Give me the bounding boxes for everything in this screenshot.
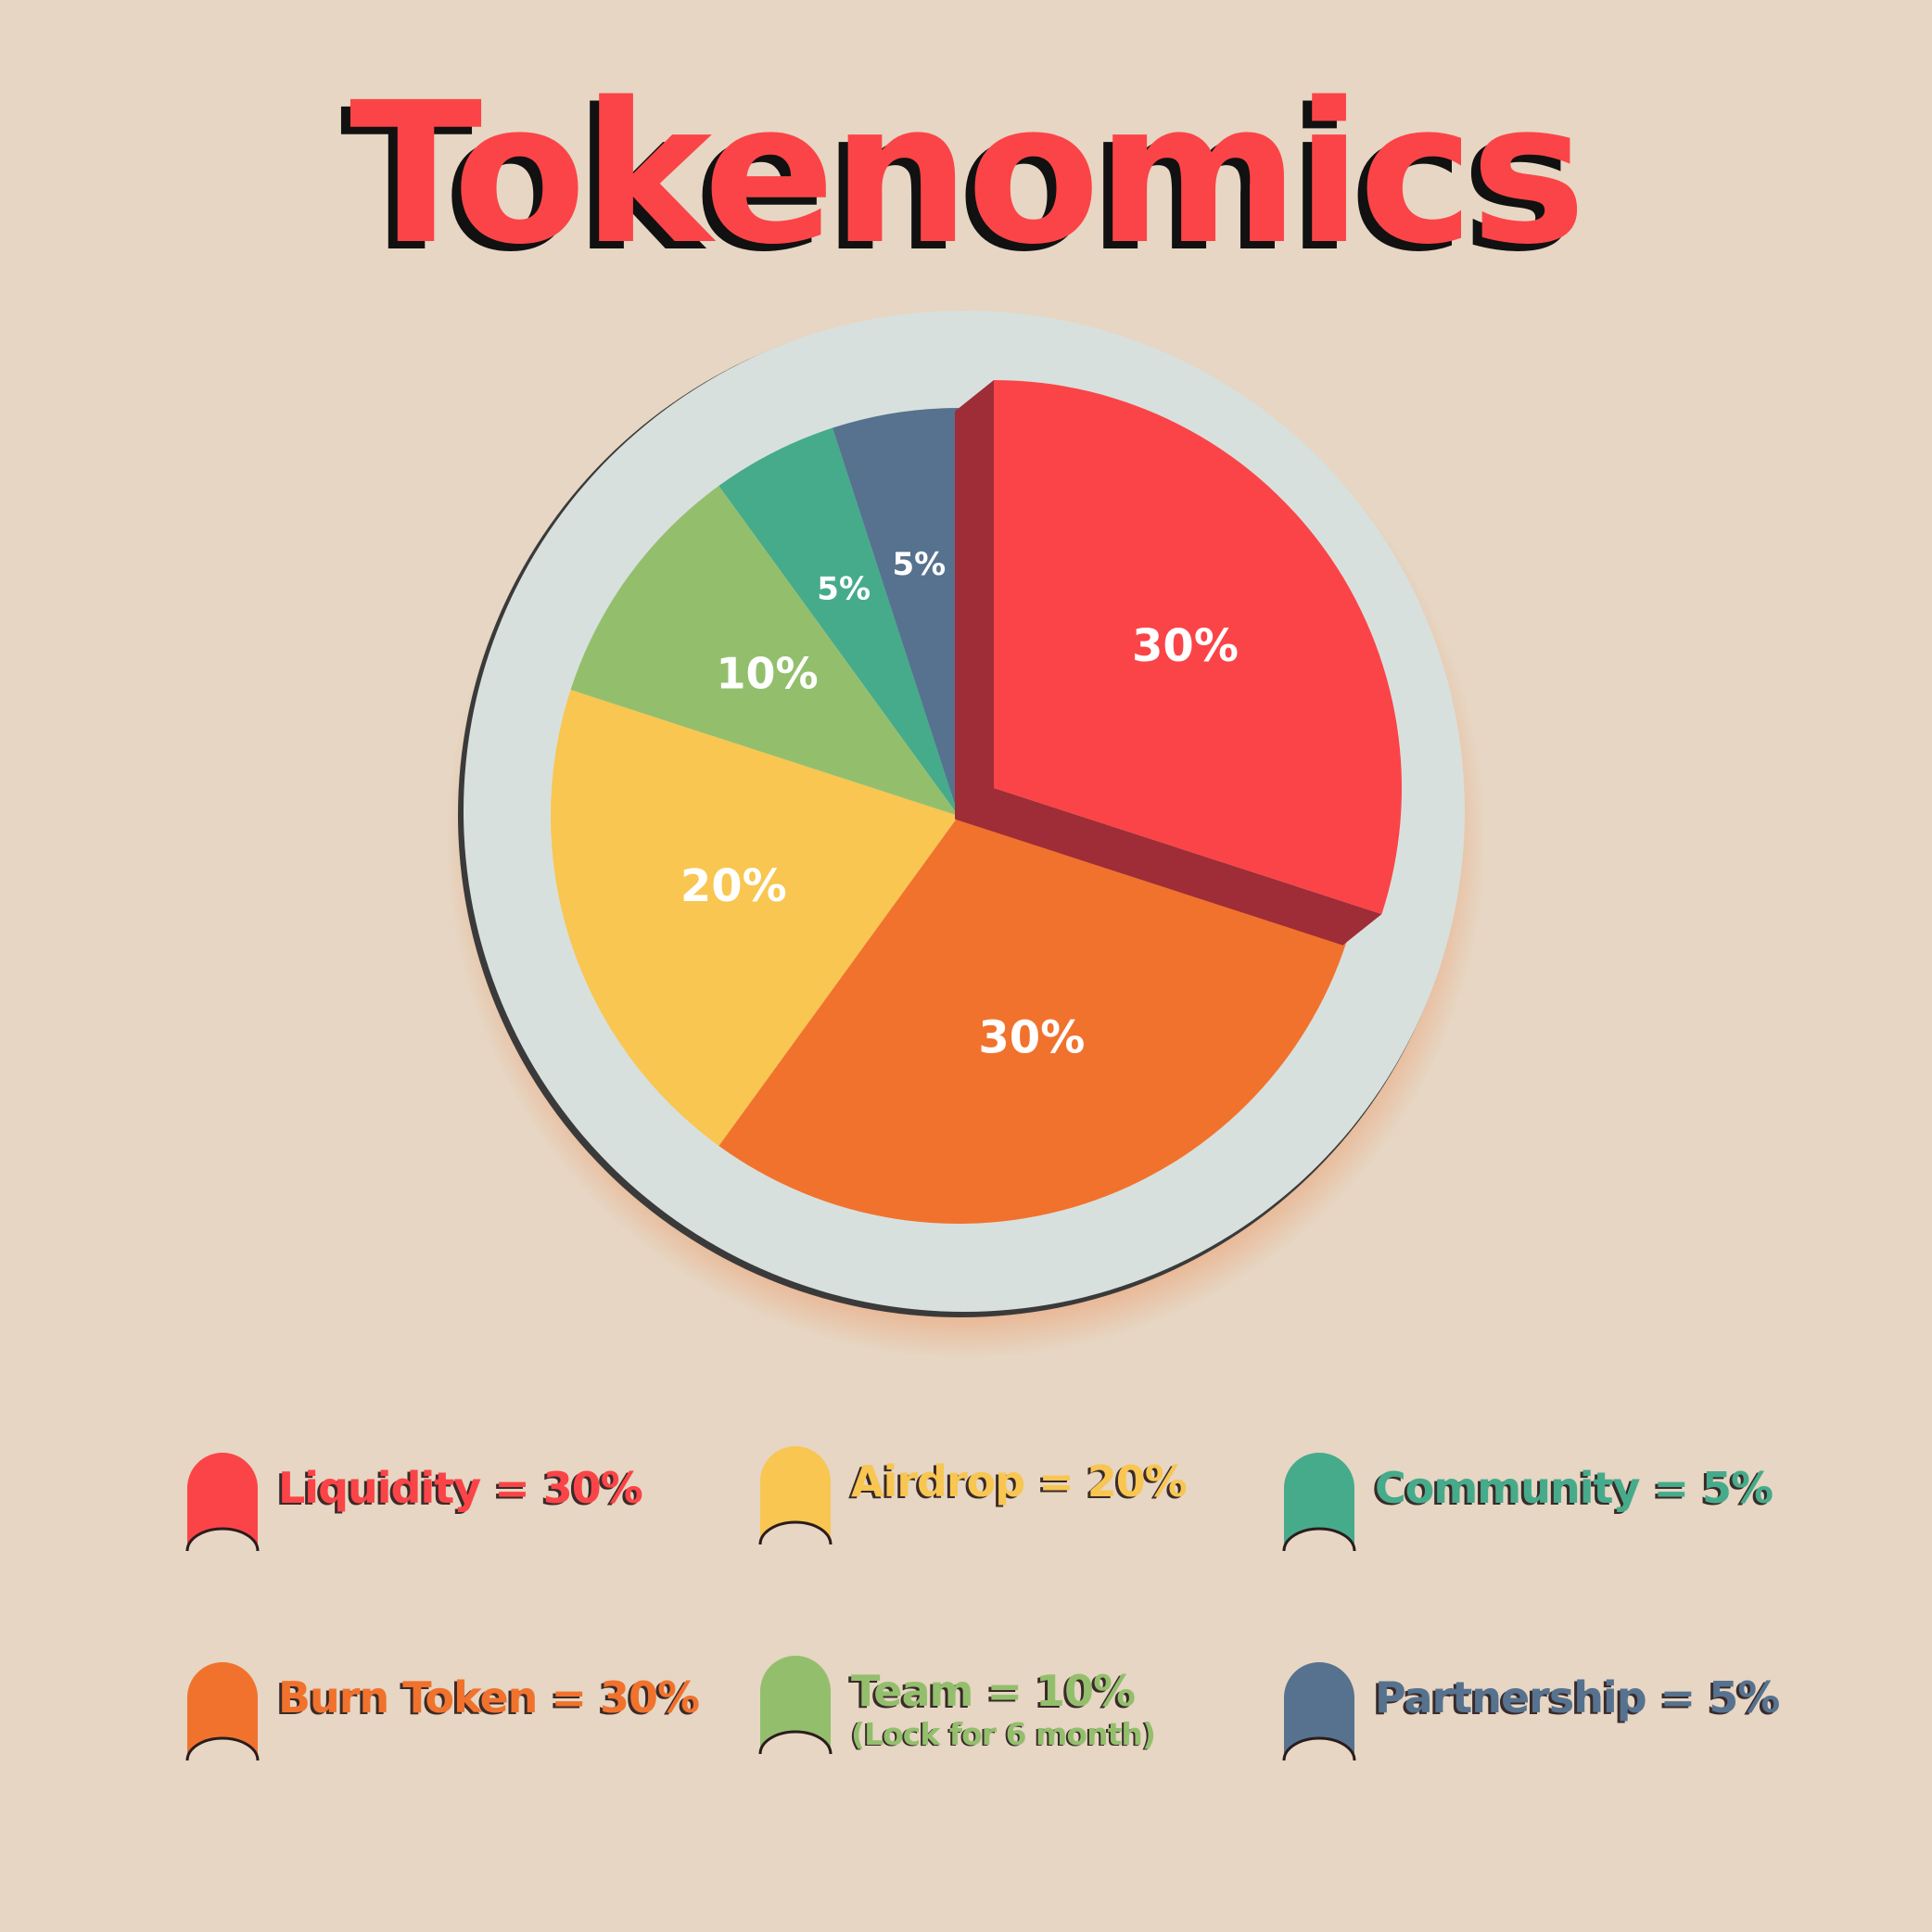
legend-label-liquidity: Liquidity = 30% [278,1463,643,1513]
legend-marker-team-icon [758,1656,833,1755]
pie-label-community: 5% [817,570,871,607]
pie-slice-team [570,486,959,816]
pie-label-airdrop: 20% [680,860,787,912]
pie-slice-airdrop [551,690,959,1146]
pie-label-liquidity: 30% [1132,620,1239,672]
legend-text-partnership: Partnership = 5% [1375,1671,1780,1723]
page-title: Tokenomics [349,60,1586,287]
legend-text-airdrop: Airdrop = 20% [851,1455,1188,1507]
legend-label-airdrop: Airdrop = 20% [851,1456,1188,1506]
pie-label-team: 10% [716,648,818,698]
pie-slice-partnership [833,408,959,816]
legend-label-team: Team = 10% [851,1666,1136,1716]
legend-marker-airdrop-icon [758,1446,833,1545]
legend-label-partnership: Partnership = 5% [1375,1672,1780,1722]
pie-slice-liquidity [994,380,1402,914]
legend-label-burn-token: Burn Token = 30% [278,1672,700,1722]
legend-item-partnership: Partnership = 5% [1282,1660,1801,1772]
legend-marker-partnership-icon [1282,1662,1356,1761]
pie-label-burn-token: 30% [978,1012,1085,1064]
pie-slice-community [718,427,959,816]
legend-item-airdrop: Airdrop = 20% [758,1444,1277,1556]
legend-label-community: Community = 5% [1375,1463,1773,1513]
legend-text-team: Team = 10% (Lock for 6 month) [851,1665,1156,1752]
legend-marker-community-icon [1282,1453,1356,1552]
pie-slice-burn-token [718,816,1347,1224]
legend-item-team: Team = 10% (Lock for 6 month) [758,1654,1277,1765]
pie-slices [551,380,1402,1224]
legend-text-community: Community = 5% [1375,1462,1773,1514]
pie-labels: 30% 30% 20% 10% 5% 5% [680,546,1239,1064]
pie-label-partnership: 5% [892,546,946,583]
legend-item-community: Community = 5% [1282,1451,1801,1562]
legend-text-liquidity: Liquidity = 30% [278,1462,643,1514]
legend-item-burn-token: Burn Token = 30% [185,1660,705,1772]
legend-sublabel-team: (Lock for 6 month) [851,1716,1156,1752]
legend-marker-liquidity-icon [185,1453,260,1552]
legend-text-burn-token: Burn Token = 30% [278,1671,700,1723]
legend-marker-burn-token-icon [185,1662,260,1761]
legend-item-liquidity: Liquidity = 30% [185,1451,705,1562]
